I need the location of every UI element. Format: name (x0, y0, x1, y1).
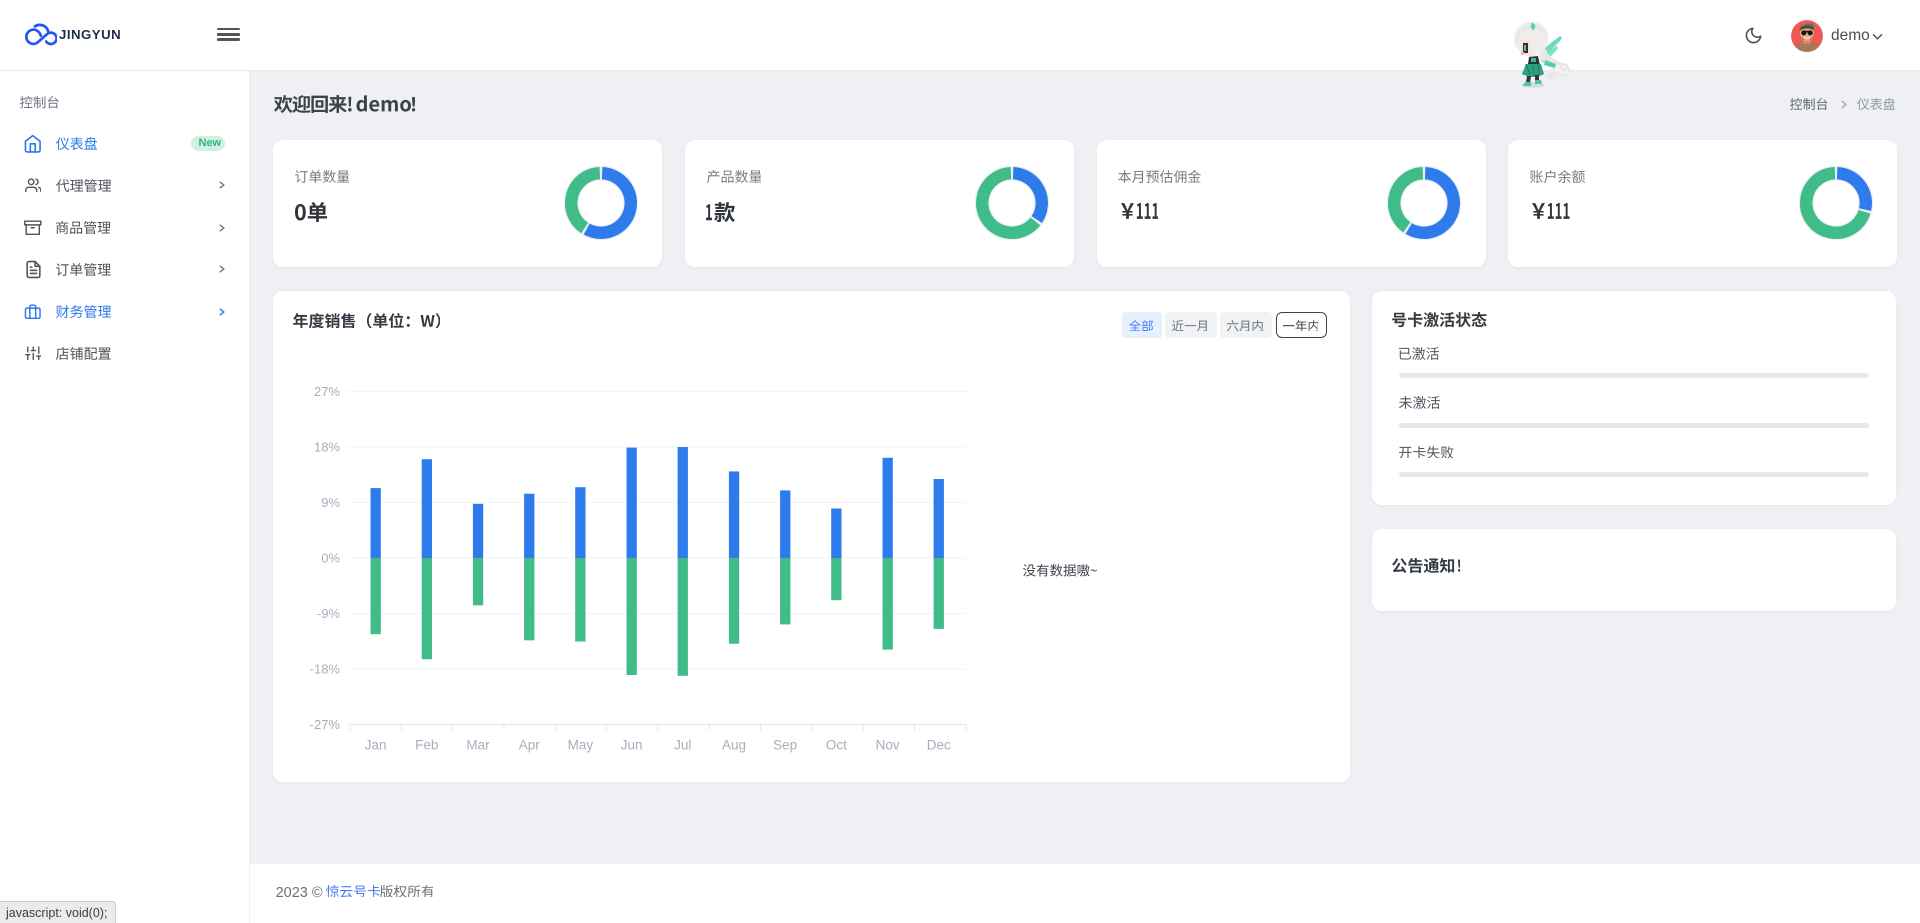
svg-text:Apr: Apr (519, 738, 541, 753)
svg-text:18%: 18% (314, 440, 340, 455)
svg-text:Jul: Jul (674, 738, 691, 753)
svg-text:May: May (568, 738, 594, 753)
svg-text:Nov: Nov (876, 738, 900, 753)
svg-text:-9%: -9% (317, 606, 341, 621)
svg-text:Aug: Aug (722, 738, 746, 753)
svg-text:Jan: Jan (365, 738, 387, 753)
svg-text:Mar: Mar (466, 738, 490, 753)
svg-text:Dec: Dec (927, 738, 951, 753)
svg-text:Jun: Jun (621, 738, 643, 753)
svg-text:Feb: Feb (415, 738, 438, 753)
svg-text:-27%: -27% (310, 717, 341, 732)
svg-text:0%: 0% (321, 551, 340, 566)
svg-text:Sep: Sep (773, 738, 797, 753)
svg-text:27%: 27% (314, 384, 340, 399)
svg-text:-18%: -18% (310, 662, 341, 677)
svg-text:Oct: Oct (826, 738, 847, 753)
svg-text:9%: 9% (321, 495, 340, 510)
